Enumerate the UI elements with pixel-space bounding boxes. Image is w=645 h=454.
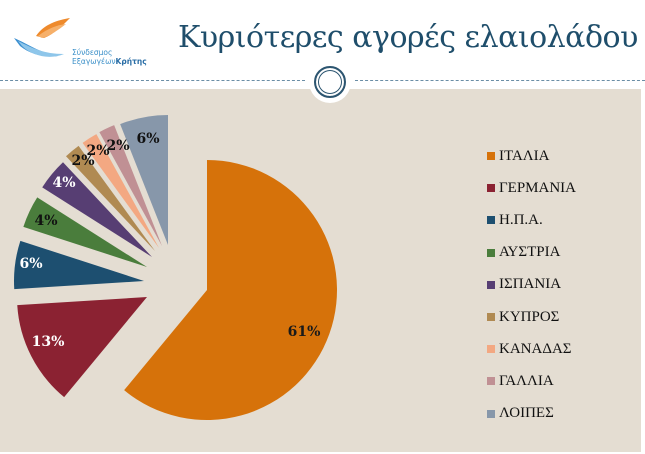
legend-item: Η.Π.Α.	[487, 204, 576, 236]
pie-data-label: 13%	[32, 334, 65, 350]
legend-swatch-icon	[487, 377, 495, 386]
legend-label: ΙΤΑΛΙΑ	[499, 147, 550, 164]
legend-swatch-icon	[487, 280, 495, 289]
legend-label: ΚΥΠΡΟΣ	[499, 308, 560, 325]
legend-label: ΓΕΡΜΑΝΙΑ	[499, 179, 577, 196]
legend-swatch-icon	[487, 152, 495, 161]
logo-line1: Σύνδεσμος	[72, 48, 113, 57]
pie-slice	[23, 197, 147, 267]
pie-data-label: 2%	[71, 153, 94, 169]
legend-swatch-icon	[487, 248, 495, 257]
legend-label: ΑΥΣΤΡΙΑ	[499, 244, 561, 261]
circle-ornament-icon	[309, 61, 351, 103]
legend-swatch-icon	[487, 345, 495, 354]
legend-item: ΙΣΠΑΝΙΑ	[487, 269, 576, 301]
pie-data-label: 2%	[106, 138, 129, 154]
legend-label: ΚΑΝΑΔΑΣ	[499, 340, 572, 357]
logo-line2-a: Εξαγωγέων	[72, 57, 116, 66]
divider-left	[0, 80, 305, 81]
legend-item: ΓΑΛΛΙΑ	[487, 365, 576, 397]
legend-item: ΚΑΝΑΔΑΣ	[487, 333, 576, 365]
legend-swatch-icon	[487, 184, 495, 193]
legend-label: ΛΟΙΠΕΣ	[499, 405, 554, 422]
legend-item: ΙΤΑΛΙΑ	[487, 140, 576, 172]
legend-swatch-icon	[487, 216, 495, 225]
pie-slice	[120, 115, 168, 245]
pie-slice	[13, 240, 144, 290]
pie-slice	[42, 162, 153, 257]
page-title: Κυριότερες αγορές ελαιολάδου	[178, 20, 638, 55]
pie-slice	[124, 160, 337, 421]
pie-slice	[17, 297, 147, 398]
pie-data-label: 4%	[52, 175, 75, 191]
pie-slice	[99, 125, 162, 246]
legend-item: ΛΟΙΠΕΣ	[487, 398, 576, 430]
pie-slice	[82, 134, 159, 248]
legend-item: ΚΥΠΡΟΣ	[487, 301, 576, 333]
logo-line2-b: Κρήτης	[115, 57, 147, 66]
legend-swatch-icon	[487, 313, 495, 322]
logo-swoosh-icon	[14, 18, 70, 57]
pie-data-label: 6%	[19, 256, 42, 272]
legend-item: ΓΕΡΜΑΝΙΑ	[487, 172, 576, 204]
legend-label: ΓΑΛΛΙΑ	[499, 372, 554, 389]
pie-data-label: 61%	[288, 324, 321, 340]
legend-label: ΙΣΠΑΝΙΑ	[499, 276, 562, 293]
divider-right	[355, 80, 645, 81]
pie-data-label: 2%	[86, 143, 109, 159]
chart-legend: ΙΤΑΛΙΑ ΓΕΡΜΑΝΙΑ Η.Π.Α. ΑΥΣΤΡΙΑ ΙΣΠΑΝΙΑ ΚΥΠΡΟΣ…	[487, 140, 576, 430]
logo-line2: ΕξαγωγέωνΚρήτης	[72, 57, 147, 66]
pie-data-label: 4%	[34, 213, 57, 229]
logo-text: Σύνδεσμος ΕξαγωγέωνΚρήτης	[72, 48, 147, 66]
legend-item: ΑΥΣΤΡΙΑ	[487, 237, 576, 269]
logo: Σύνδεσμος ΕξαγωγέωνΚρήτης	[14, 16, 154, 66]
pie-data-label: 6%	[136, 131, 159, 147]
legend-label: Η.Π.Α.	[499, 211, 543, 228]
legend-swatch-icon	[487, 409, 495, 418]
pie-slice	[66, 145, 155, 251]
